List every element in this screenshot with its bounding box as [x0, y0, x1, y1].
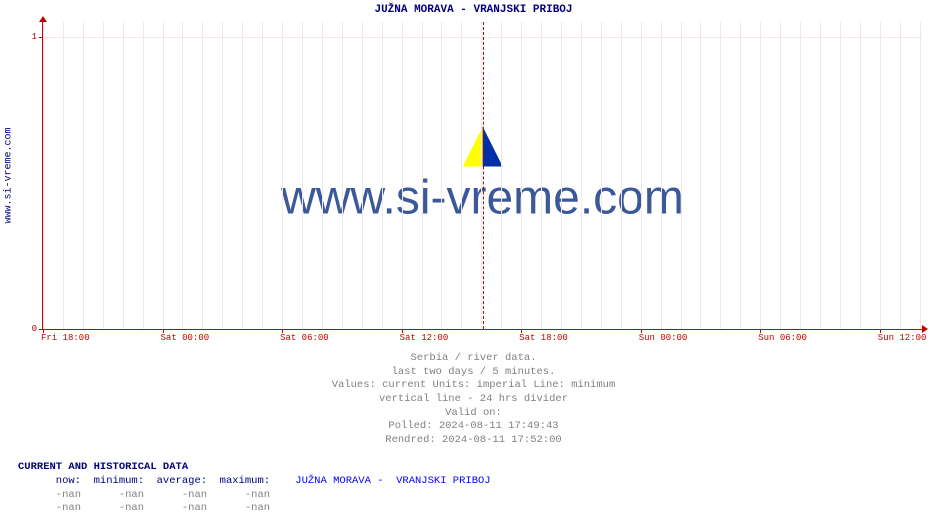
data-table-cell: -nan: [207, 502, 270, 514]
caption-line: Polled: 2024-08-11 17:49:43: [0, 420, 947, 434]
grid-line-vertical-minor: [63, 22, 64, 329]
grid-line-vertical: [43, 22, 44, 329]
grid-line-vertical-minor: [681, 22, 682, 329]
caption-line: Serbia / river data.: [0, 352, 947, 366]
grid-line-vertical-minor: [800, 22, 801, 329]
grid-line-vertical-minor: [441, 22, 442, 329]
grid-line-vertical: [760, 22, 761, 329]
caption-line: vertical line - 24 hrs divider: [0, 393, 947, 407]
data-table-col-label: average:: [144, 475, 207, 487]
grid-line-vertical: [402, 22, 403, 329]
data-table-series-name: JUŽNA MORAVA - VRANJSKI PRIBOJ: [295, 475, 490, 487]
data-table-col-label: minimum:: [81, 475, 144, 487]
grid-line-vertical-minor: [342, 22, 343, 329]
grid-line-vertical: [880, 22, 881, 329]
grid-line-vertical-minor: [740, 22, 741, 329]
grid-line-vertical-minor: [621, 22, 622, 329]
grid-line-vertical-minor: [900, 22, 901, 329]
grid-line-vertical-minor: [780, 22, 781, 329]
grid-line-vertical-minor: [302, 22, 303, 329]
y-tick-label: 0: [32, 324, 37, 334]
y-axis-label-container: www.si-vreme.com: [2, 0, 16, 350]
y-tick-label: 1: [32, 32, 37, 42]
grid-line-vertical-minor: [242, 22, 243, 329]
x-tick-label: Fri 18:00: [41, 333, 90, 343]
data-table-cell: -nan: [18, 489, 81, 501]
grid-line-vertical-minor: [103, 22, 104, 329]
grid-line-vertical-minor: [541, 22, 542, 329]
chart-caption: Serbia / river data. last two days / 5 m…: [0, 352, 947, 447]
caption-line: last two days / 5 minutes.: [0, 366, 947, 380]
y-axis-label: www.si-vreme.com: [4, 127, 15, 223]
x-tick-label: Sun 06:00: [758, 333, 807, 343]
x-tick-label: Sun 00:00: [639, 333, 688, 343]
grid-line-vertical: [282, 22, 283, 329]
grid-line-vertical-minor: [83, 22, 84, 329]
grid-line-vertical-minor: [700, 22, 701, 329]
grid-line-vertical: [521, 22, 522, 329]
x-tick-label: Sat 12:00: [400, 333, 449, 343]
caption-line: Rendred: 2024-08-11 17:52:00: [0, 434, 947, 448]
data-table-columns-row: now: minimum: average: maximum: JUŽNA MO…: [18, 475, 491, 489]
divider-24h-line: [483, 22, 484, 329]
data-table-cell: -nan: [81, 489, 144, 501]
x-tick-label: Sat 00:00: [161, 333, 210, 343]
data-table-cell: -nan: [18, 502, 81, 514]
grid-line-vertical-minor: [561, 22, 562, 329]
grid-line-vertical-minor: [182, 22, 183, 329]
data-table-header: CURRENT AND HISTORICAL DATA: [18, 461, 491, 475]
data-table-cell: -nan: [207, 489, 270, 501]
data-table-cell: -nan: [144, 489, 207, 501]
grid-line-vertical-minor: [860, 22, 861, 329]
x-tick-label: Sat 18:00: [519, 333, 568, 343]
data-table-row: -nan -nan -nan -nan: [18, 502, 491, 516]
grid-line-vertical-minor: [262, 22, 263, 329]
x-axis-arrow-icon: [922, 325, 928, 333]
plot-area: www.si-vreme.com Fri 18:00Sat 00:00Sat 0…: [42, 22, 922, 330]
x-tick-label: Sat 06:00: [280, 333, 329, 343]
grid-line-vertical-minor: [322, 22, 323, 329]
grid-line-vertical-minor: [601, 22, 602, 329]
data-table-cell: -nan: [81, 502, 144, 514]
grid-line-vertical-minor: [202, 22, 203, 329]
grid-line-vertical-minor: [222, 22, 223, 329]
x-tick-label: Sun 12:00: [878, 333, 927, 343]
data-table-col-label: maximum:: [207, 475, 270, 487]
data-table-cell: -nan: [144, 502, 207, 514]
data-table: CURRENT AND HISTORICAL DATA now: minimum…: [18, 461, 491, 516]
caption-line: Values: current Units: imperial Line: mi…: [0, 379, 947, 393]
grid-line-vertical-minor: [123, 22, 124, 329]
grid-line-vertical-minor: [362, 22, 363, 329]
grid-line-vertical-minor: [920, 22, 921, 329]
y-tick: [39, 329, 43, 330]
grid-line-vertical-minor: [501, 22, 502, 329]
grid-line-vertical-minor: [720, 22, 721, 329]
grid-line-vertical-minor: [422, 22, 423, 329]
grid-line-vertical-minor: [661, 22, 662, 329]
grid-line-vertical: [163, 22, 164, 329]
grid-line-vertical: [641, 22, 642, 329]
chart-title: JUŽNA MORAVA - VRANJSKI PRIBOJ: [0, 4, 947, 16]
grid-line-vertical-minor: [461, 22, 462, 329]
grid-line-vertical-minor: [382, 22, 383, 329]
grid-line-vertical-minor: [581, 22, 582, 329]
data-table-row: -nan -nan -nan -nan: [18, 489, 491, 503]
grid-line-vertical-minor: [840, 22, 841, 329]
data-table-col-label: now:: [18, 475, 81, 487]
grid-line-vertical-minor: [820, 22, 821, 329]
grid-line-vertical-minor: [143, 22, 144, 329]
caption-line: Valid on:: [0, 407, 947, 421]
